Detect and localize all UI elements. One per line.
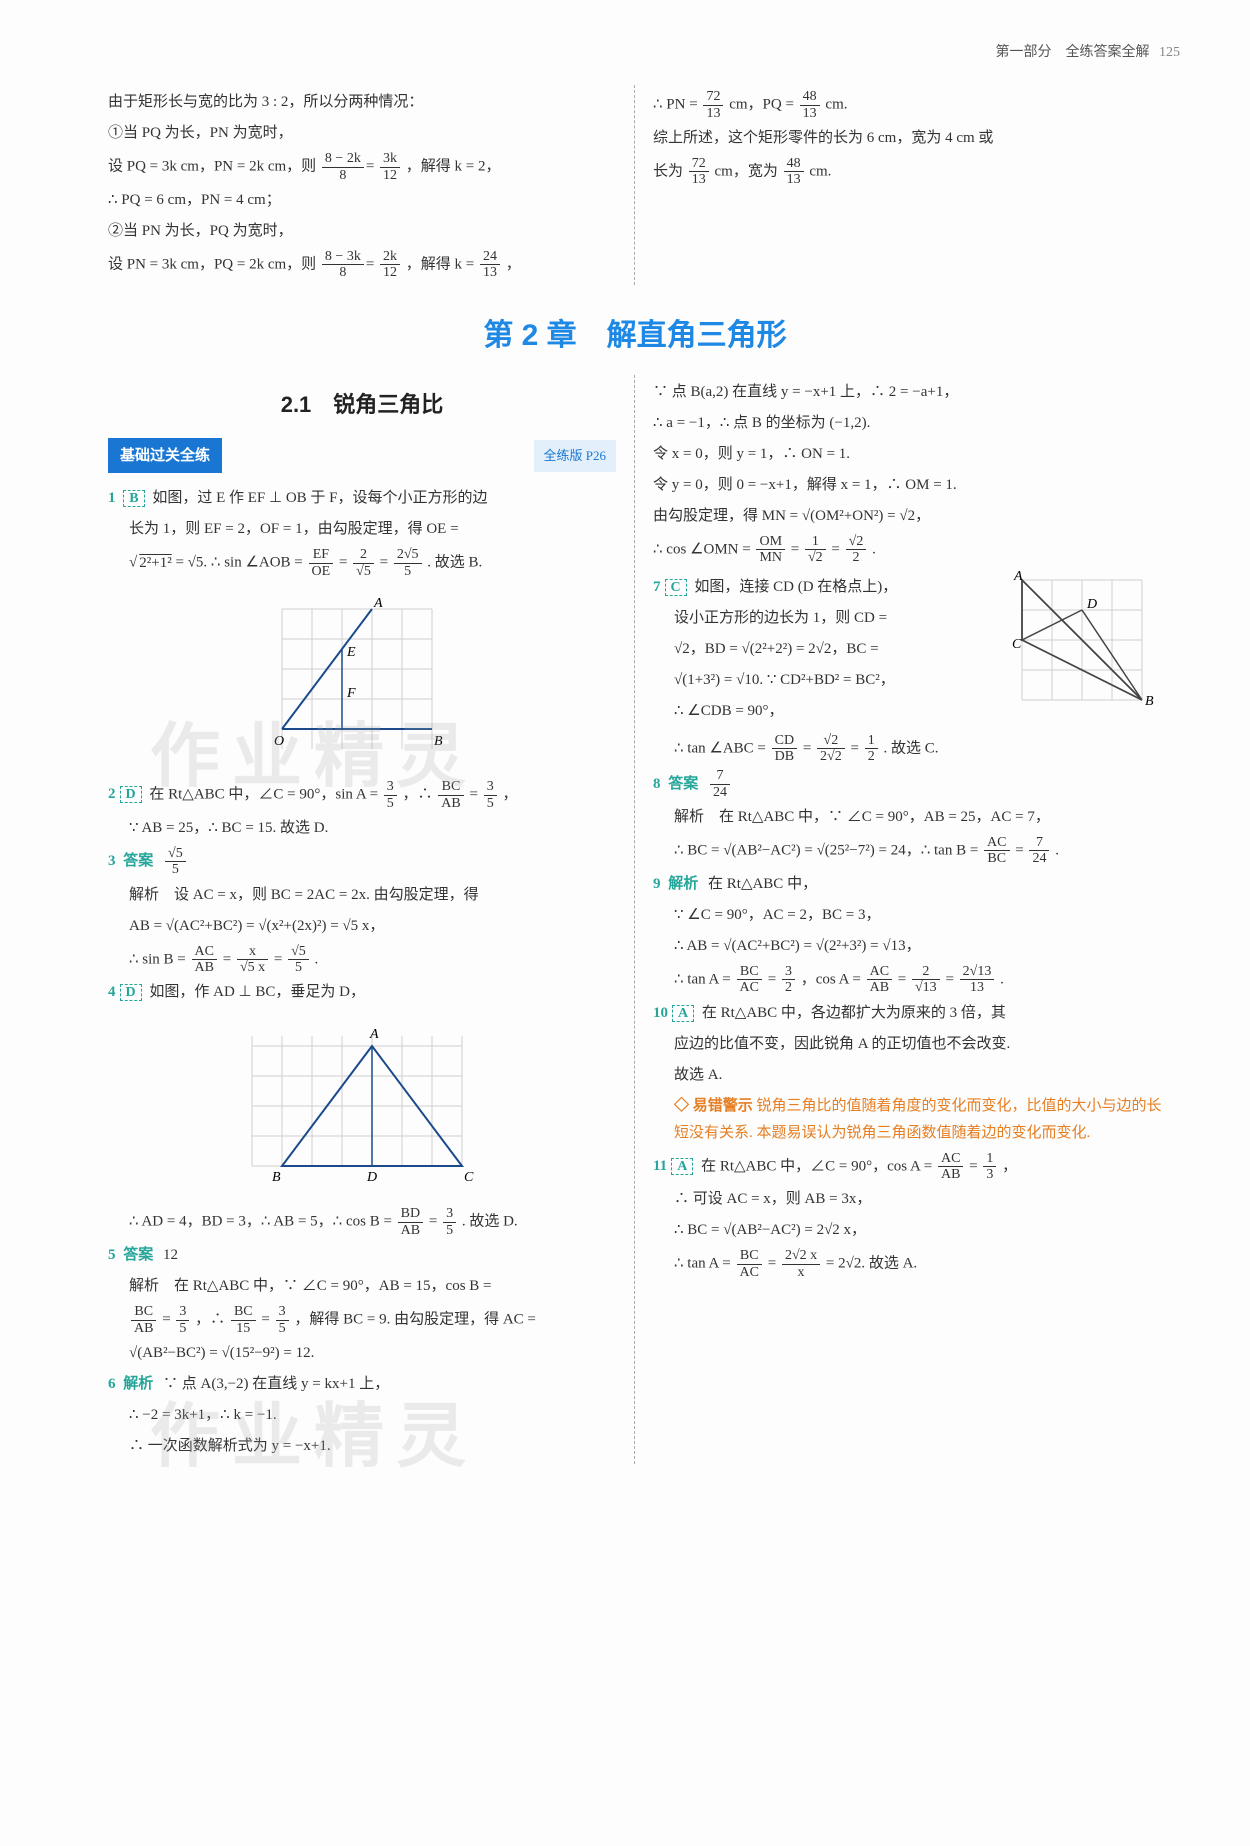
- svg-text:D: D: [1086, 597, 1097, 612]
- text: √(AB²−BC²) = √(15²−9²) = 12.: [108, 1340, 616, 1367]
- grid-triangle-svg: A E F O B: [262, 589, 462, 759]
- svg-text:E: E: [346, 645, 356, 660]
- top-right-col: ∴ PN = 7213 cm，PQ = 4813 cm. 综上所述，这个矩形零件…: [635, 85, 1180, 285]
- page-header: 第一部分 全练答案全解 125: [90, 40, 1180, 65]
- svg-text:B: B: [272, 1170, 281, 1185]
- text: √2，BD = √(2²+2²) = 2√2，BC =: [653, 636, 1004, 663]
- text: ∵ 点 B(a,2) 在直线 y = −x+1 上，∴ 2 = −a+1，: [653, 379, 1162, 406]
- text: ∴ PQ = 6 cm，PN = 4 cm；: [108, 187, 616, 214]
- q9: 9 解析 在 Rt△ABC 中，: [653, 871, 1162, 898]
- svg-text:C: C: [464, 1170, 474, 1185]
- text: ∴ AD = 4，BD = 3，∴ AB = 5，∴ cos B = BDAB …: [108, 1206, 616, 1238]
- text: ∴ BC = √(AB²−AC²) = √(25²−7²) = 24，∴ tan…: [653, 835, 1162, 867]
- part-label: 第一部分 全练答案全解: [996, 45, 1150, 60]
- top-left-col: 由于矩形长与宽的比为 3 : 2，所以分两种情况： ①当 PQ 为长，PN 为宽…: [90, 85, 635, 285]
- q4: 4D 如图，作 AD ⊥ BC，垂足为 D，: [108, 979, 616, 1006]
- q1: 1 B 如图，过 E 作 EF ⊥ OB 于 F，设每个小正方形的边: [108, 485, 616, 512]
- text: 解析 设 AC = x，则 BC = 2AC = 2x. 由勾股定理，得: [108, 882, 616, 909]
- text: ∴ sin B = ACAB = x√5 x = √55 .: [108, 944, 616, 976]
- text: 长为 7213 cm，宽为 4813 cm.: [653, 156, 1162, 188]
- svg-text:C: C: [1012, 637, 1022, 652]
- text: ①当 PQ 为长，PN 为宽时，: [108, 120, 616, 147]
- svg-text:B: B: [434, 734, 443, 749]
- svg-text:A: A: [373, 596, 383, 611]
- text: ∴ PN = 7213 cm，PQ = 4813 cm.: [653, 89, 1162, 121]
- text: 由勾股定理，得 MN = √(OM²+ON²) = √2，: [653, 503, 1162, 530]
- left-col: 2.1 锐角三角比 基础过关全练 全练版 P26 1 B 如图，过 E 作 EF…: [90, 375, 635, 1464]
- q7-row: 7C 如图，连接 CD (D 在格点上)， 设小正方形的边长为 1，则 CD =…: [653, 570, 1162, 729]
- diagram-1: A E F O B: [108, 589, 616, 769]
- svg-text:A: A: [369, 1027, 379, 1042]
- diagram-2: A B D C: [108, 1016, 616, 1196]
- q7: 7C 如图，连接 CD (D 在格点上)，: [653, 574, 1004, 601]
- text: ∴ a = −1，∴ 点 B 的坐标为 (−1,2).: [653, 410, 1162, 437]
- text: ∴ tan A = BCAC = 2√2 xx = 2√2. 故选 A.: [653, 1248, 1162, 1280]
- text: ∴ BC = √(AB²−AC²) = 2√2 x，: [653, 1217, 1162, 1244]
- text: AB = √(AC²+BC²) = √(x²+(2x)²) = √5 x，: [108, 913, 616, 940]
- text: 故选 A.: [653, 1062, 1162, 1089]
- text: ∴ −2 = 3k+1，∴ k = −1.: [108, 1402, 616, 1429]
- svg-text:A: A: [1013, 570, 1023, 584]
- ribbon-label: 基础过关全练: [108, 438, 222, 473]
- text: ∴ AB = √(AC²+BC²) = √(2²+3²) = √13，: [653, 933, 1162, 960]
- svg-text:F: F: [346, 686, 356, 701]
- text: √(1+3²) = √10. ∵ CD²+BD² = BC²，: [653, 667, 1004, 694]
- q3: 3 答案 √55: [108, 846, 616, 878]
- text: BCAB = 35 ，∴ BC15 = 35 ，解得 BC = 9. 由勾股定理…: [108, 1304, 616, 1336]
- text: ②当 PN 为长，PQ 为宽时，: [108, 218, 616, 245]
- text: ∴ cos ∠OMN = OMMN = 1√2 = √22 .: [653, 534, 1162, 566]
- q11: 11A 在 Rt△ABC 中，∠C = 90°，cos A = ACAB = 1…: [653, 1151, 1162, 1183]
- main-two-col: 作业精灵 作业精灵 2.1 锐角三角比 基础过关全练 全练版 P26 1 B 如…: [90, 375, 1180, 1464]
- ribbon-ref: 全练版 P26: [534, 440, 616, 471]
- text: ∴ ∠CDB = 90°，: [653, 698, 1004, 725]
- text: ∴ 可设 AC = x，则 AB = 3x，: [653, 1186, 1162, 1213]
- q8: 8 答案 724: [653, 768, 1162, 800]
- section-title: 2.1 锐角三角比: [108, 385, 616, 425]
- text: 令 y = 0，则 0 = −x+1，解得 x = 1，∴ OM = 1.: [653, 472, 1162, 499]
- svg-text:B: B: [1145, 694, 1154, 709]
- text: √2²+1² = √5. ∴ sin ∠AOB = EFOE = 2√5 = 2…: [108, 547, 616, 579]
- page-number: 125: [1159, 45, 1180, 60]
- text: 令 x = 0，则 y = 1，∴ ON = 1.: [653, 441, 1162, 468]
- svg-text:D: D: [366, 1170, 377, 1185]
- triangle-svg: A B D C: [242, 1016, 482, 1186]
- text: 综上所述，这个矩形零件的长为 6 cm，宽为 4 cm 或: [653, 125, 1162, 152]
- text: ∵ AB = 25，∴ BC = 15. 故选 D.: [108, 815, 616, 842]
- svg-text:O: O: [274, 734, 284, 749]
- ribbon: 基础过关全练 全练版 P26: [108, 438, 616, 473]
- text: ∵ ∠C = 90°，AC = 2，BC = 3，: [653, 902, 1162, 929]
- text: 设 PQ = 3k cm，PN = 2k cm，则 8 − 2k8= 3k12 …: [108, 151, 616, 183]
- chapter-title: 第 2 章 解直角三角形: [90, 309, 1180, 363]
- text: 解析 在 Rt△ABC 中，∵ ∠C = 90°，AB = 25，AC = 7，: [653, 804, 1162, 831]
- top-two-col: 由于矩形长与宽的比为 3 : 2，所以分两种情况： ①当 PQ 为长，PN 为宽…: [90, 85, 1180, 285]
- diagram-3: A C D B: [1012, 570, 1162, 710]
- q10: 10A 在 Rt△ABC 中，各边都扩大为原来的 3 倍，其: [653, 1000, 1162, 1027]
- q2: 2D 在 Rt△ABC 中，∠C = 90°，sin A = 35 ，∴ BCA…: [108, 779, 616, 811]
- text: 由于矩形长与宽的比为 3 : 2，所以分两种情况：: [108, 89, 616, 116]
- text: ∴ tan ∠ABC = CDDB = √22√2 = 12 . 故选 C.: [653, 733, 1162, 765]
- text: 解析 在 Rt△ABC 中，∵ ∠C = 90°，AB = 15，cos B =: [108, 1273, 616, 1300]
- text: ∴ 一次函数解析式为 y = −x+1.: [108, 1433, 616, 1460]
- text: 设 PN = 3k cm，PQ = 2k cm，则 8 − 3k8= 2k12 …: [108, 249, 616, 281]
- right-col: ∵ 点 B(a,2) 在直线 y = −x+1 上，∴ 2 = −a+1， ∴ …: [635, 375, 1180, 1464]
- q6: 6 解析 ∵ 点 A(3,−2) 在直线 y = kx+1 上，: [108, 1371, 616, 1398]
- text: 设小正方形的边长为 1，则 CD =: [653, 605, 1004, 632]
- warning-box: ◇ 易错警示 锐角三角比的值随着角度的变化而变化，比值的大小与边的长短没有关系.…: [653, 1093, 1162, 1147]
- q5: 5 答案 12: [108, 1242, 616, 1269]
- text: ∴ tan A = BCAC = 32 ，cos A = ACAB = 2√13…: [653, 964, 1162, 996]
- warning-label: ◇ 易错警示: [674, 1098, 753, 1114]
- text: 长为 1，则 EF = 2，OF = 1，由勾股定理，得 OE =: [108, 516, 616, 543]
- text: 应边的比值不变，因此锐角 A 的正切值也不会改变.: [653, 1031, 1162, 1058]
